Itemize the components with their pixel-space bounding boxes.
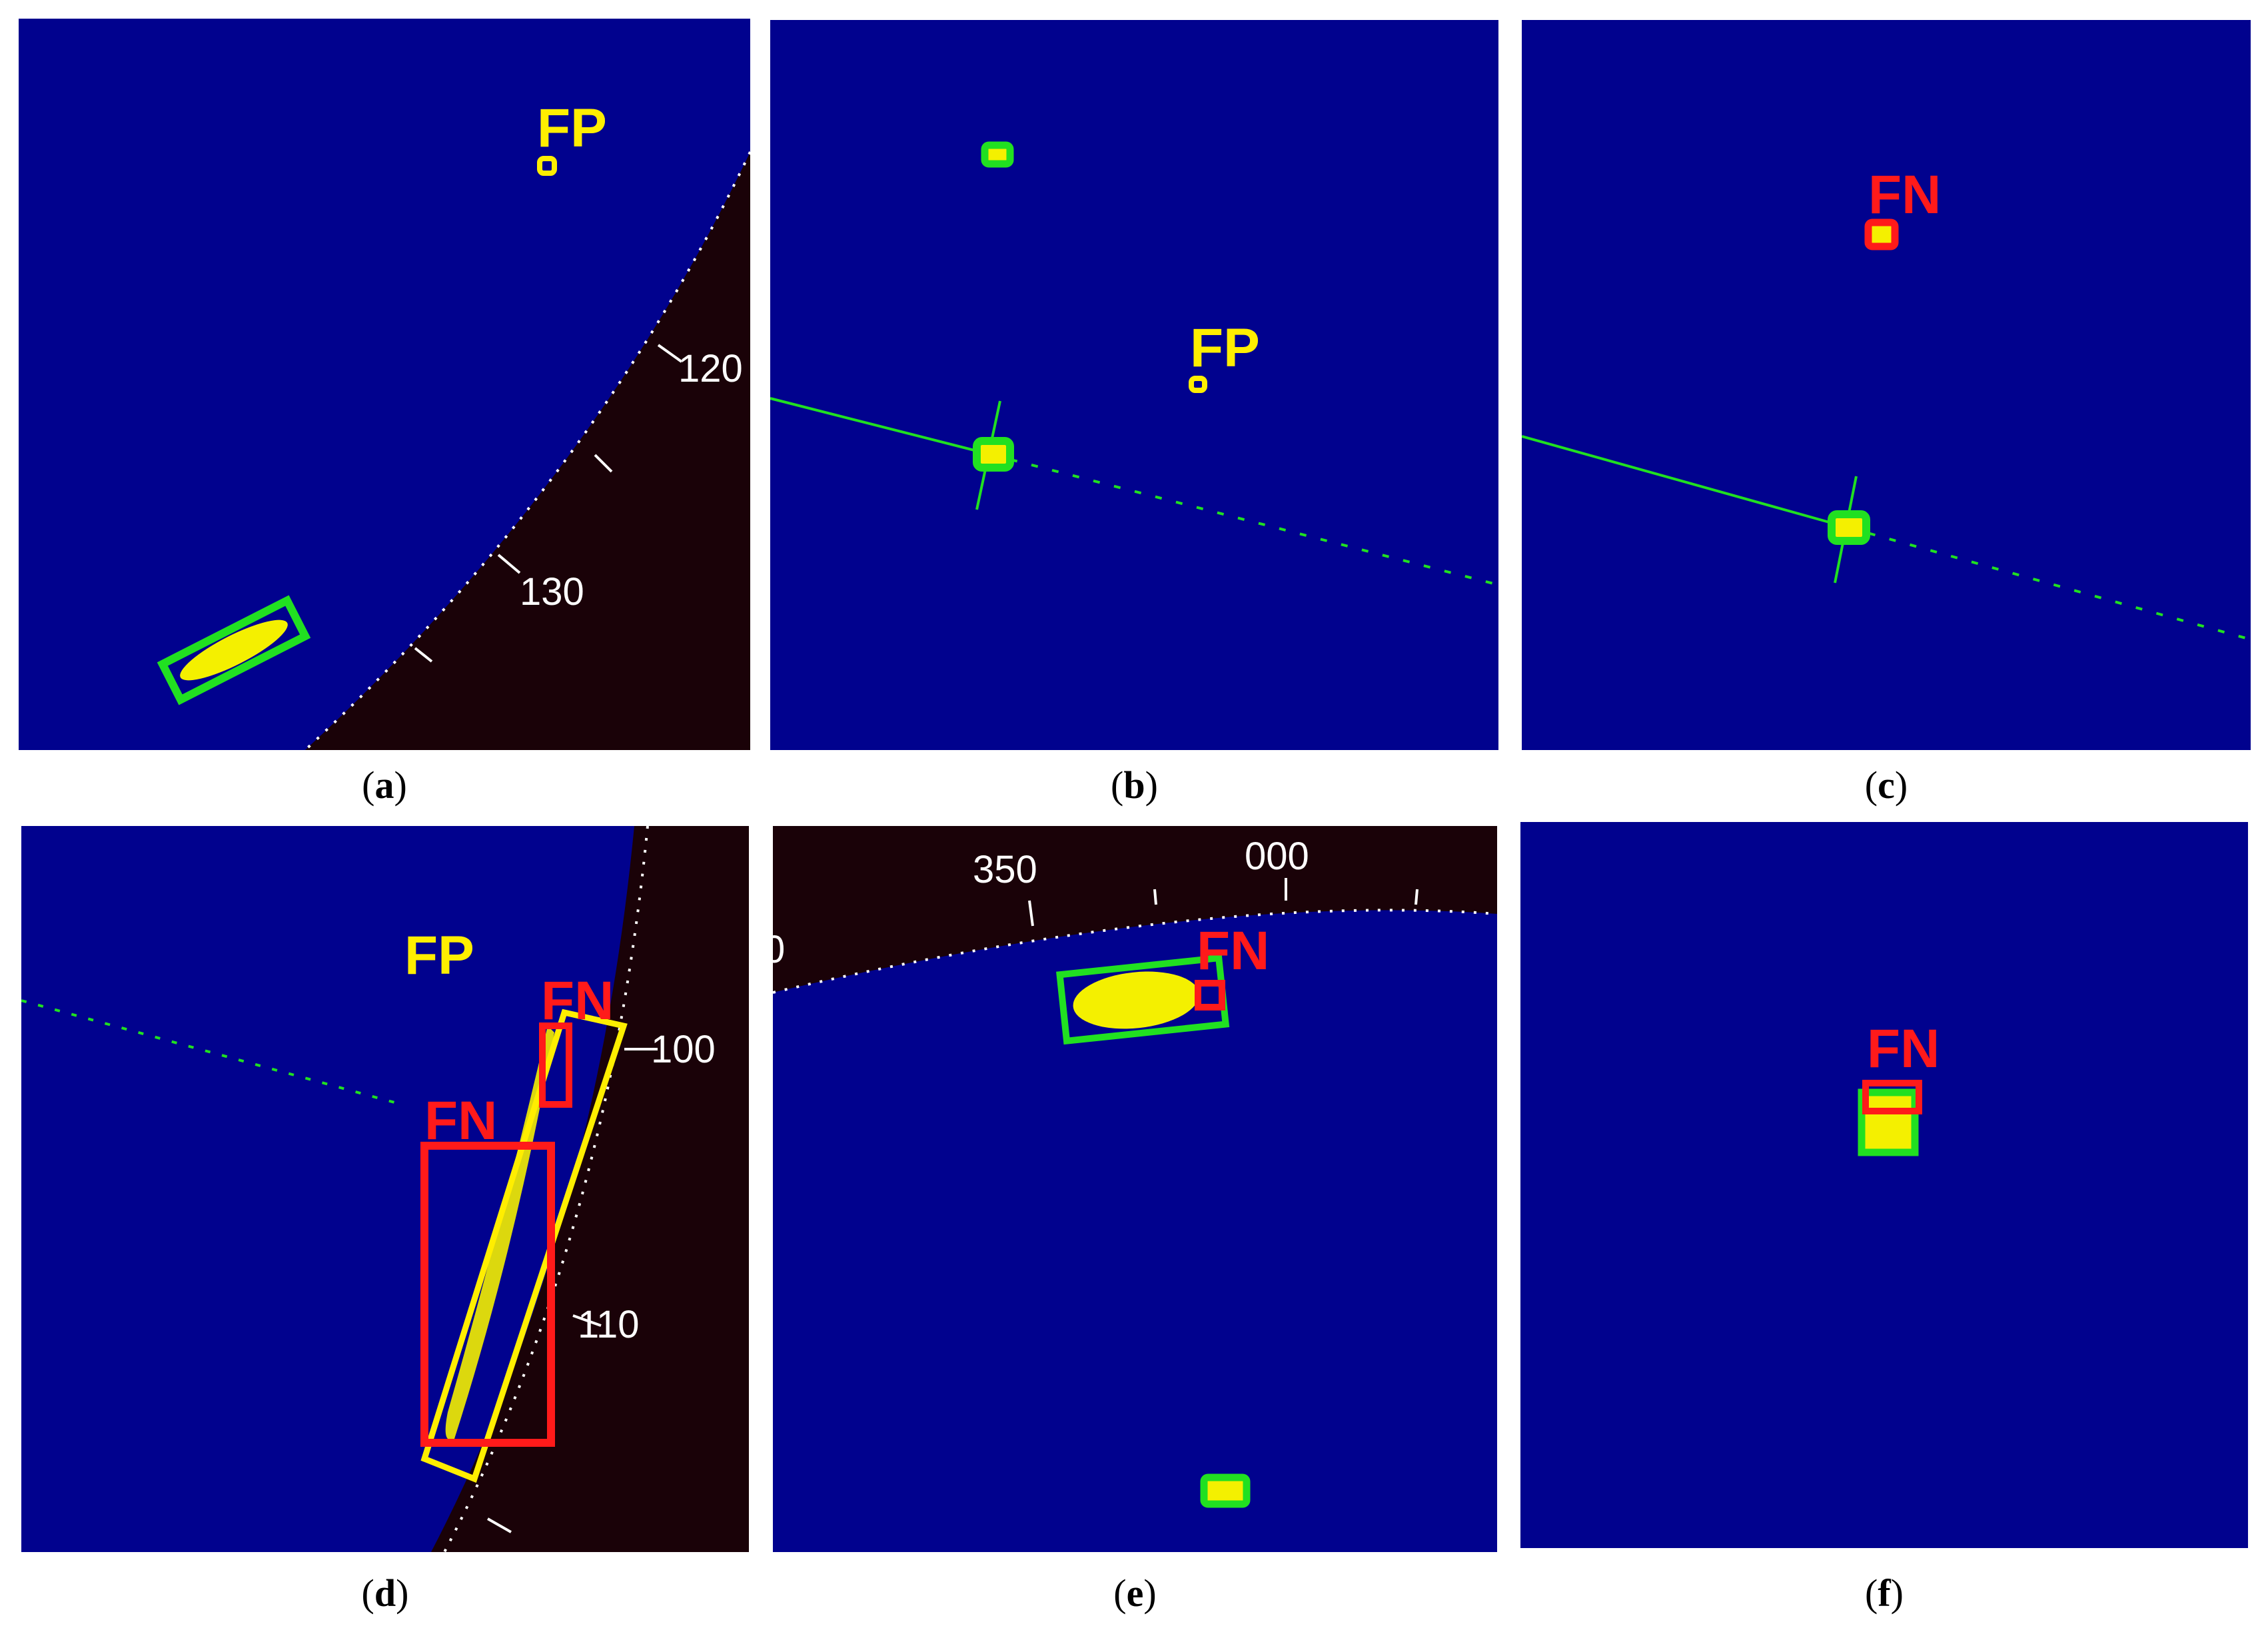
false-positive-box bbox=[1189, 376, 1207, 393]
heading-line-dashed bbox=[21, 999, 395, 1104]
panel-c: FN bbox=[1522, 20, 2251, 750]
scale-tick bbox=[657, 344, 683, 363]
true-positive-box bbox=[973, 437, 1014, 472]
false-negative-box bbox=[1195, 980, 1225, 1011]
false-negative-box-small bbox=[539, 1022, 572, 1108]
scale-tick bbox=[487, 1517, 512, 1533]
true-positive-box bbox=[157, 595, 311, 705]
scale-tick bbox=[1153, 889, 1157, 905]
fn-label: FN bbox=[1868, 165, 1941, 225]
caption-b: (b) bbox=[1111, 763, 1158, 807]
heading-line bbox=[770, 397, 991, 456]
true-positive-box-bottom bbox=[1200, 1473, 1251, 1508]
caption-d: (d) bbox=[361, 1571, 409, 1615]
scale-tick bbox=[1415, 889, 1418, 905]
scale-tick bbox=[414, 647, 433, 663]
panel-f: FN bbox=[1520, 822, 2248, 1548]
panel-e: 350 000 0 FN bbox=[773, 826, 1497, 1552]
fp-label: FP bbox=[404, 925, 474, 986]
panel-d-image: 100 110 FP FN FN bbox=[21, 826, 749, 1552]
caption-f: (f) bbox=[1865, 1571, 1904, 1615]
echo-blob bbox=[1073, 971, 1199, 1029]
land-area bbox=[431, 826, 749, 1552]
range-scale-arc bbox=[304, 151, 750, 750]
caption-a: (a) bbox=[362, 763, 407, 807]
fn-label: FN bbox=[1197, 921, 1269, 981]
panel-a: 120 130 FP bbox=[19, 19, 750, 750]
false-negative-box bbox=[1864, 218, 1899, 250]
false-negative-box-large bbox=[420, 1142, 555, 1447]
scale-tick bbox=[594, 454, 613, 473]
panel-f-image: FN bbox=[1858, 1018, 1940, 1156]
fp-label: FP bbox=[1190, 318, 1260, 378]
panel-e-image: 350 000 0 FN bbox=[773, 826, 1497, 1508]
fn-label-top: FN bbox=[541, 971, 614, 1031]
false-negative-box bbox=[1862, 1080, 1922, 1114]
scale-label-100: 100 bbox=[651, 1028, 716, 1071]
panel-a-image: 120 130 FP bbox=[157, 98, 750, 750]
caption-e: (e) bbox=[1113, 1571, 1157, 1615]
panel-d: 100 110 FP FN FN bbox=[21, 826, 749, 1552]
fn-label: FN bbox=[1867, 1018, 1940, 1079]
heading-line bbox=[1522, 435, 1849, 529]
false-positive-box bbox=[537, 156, 557, 176]
fn-label-left: FN bbox=[424, 1090, 497, 1151]
true-positive-box bbox=[1858, 1088, 1919, 1156]
land-area bbox=[305, 152, 750, 750]
true-positive-box-small bbox=[981, 141, 1014, 168]
scale-label-partial: 0 bbox=[773, 928, 785, 971]
scale-label-350: 350 bbox=[973, 848, 1037, 891]
panel-c-image: FN bbox=[1522, 165, 2251, 641]
scale-tick bbox=[572, 1314, 602, 1327]
true-positive-box bbox=[1828, 510, 1870, 545]
land-area bbox=[773, 826, 1497, 993]
scale-label-130: 130 bbox=[520, 570, 584, 613]
scale-label-000: 000 bbox=[1245, 835, 1309, 878]
fp-label: FP bbox=[537, 98, 607, 159]
panel-b-image: FP bbox=[770, 141, 1498, 586]
echo-blob bbox=[180, 619, 288, 681]
heading-line-dashed bbox=[989, 453, 1498, 586]
range-scale-arc bbox=[443, 826, 649, 1552]
scale-label-110: 110 bbox=[578, 1303, 639, 1346]
heading-line-dashed bbox=[1848, 526, 2251, 641]
panel-b: FP bbox=[770, 20, 1498, 750]
vessel-detection bbox=[157, 595, 311, 705]
scale-tick bbox=[1028, 900, 1034, 927]
false-positive-box bbox=[420, 1009, 628, 1483]
scale-tick bbox=[497, 554, 521, 574]
scale-label-120: 120 bbox=[678, 347, 743, 390]
caption-c: (c) bbox=[1864, 763, 1908, 807]
